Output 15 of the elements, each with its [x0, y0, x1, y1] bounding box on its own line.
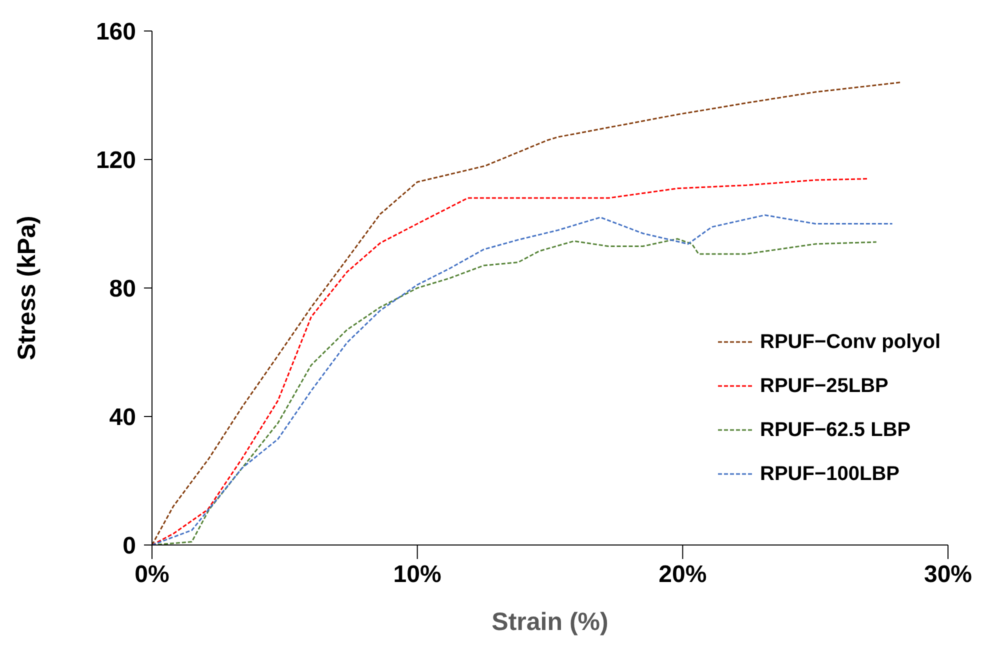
x-tick-label: 20% [658, 561, 707, 588]
legend-label: RPUF−100LBP [760, 462, 900, 486]
y-axis-title: Stress (kPa) [12, 216, 41, 360]
legend-label: RPUF−Conv polyol [760, 330, 941, 354]
y-tick-label: 80 [109, 276, 136, 303]
x-axis-title: Strain (%) [492, 608, 608, 636]
legend-label: RPUF−25LBP [760, 374, 888, 398]
x-tick-label: 30% [924, 561, 972, 588]
x-tick-label: 10% [393, 561, 442, 588]
legend-label: RPUF−62.5 LBP [760, 418, 911, 442]
x-tick-label: 0% [134, 561, 170, 588]
y-tick-label: 40 [109, 404, 136, 432]
y-tick-label: 120 [96, 147, 136, 174]
y-tick-label: 160 [96, 18, 136, 46]
y-tick-label: 0 [122, 532, 136, 560]
